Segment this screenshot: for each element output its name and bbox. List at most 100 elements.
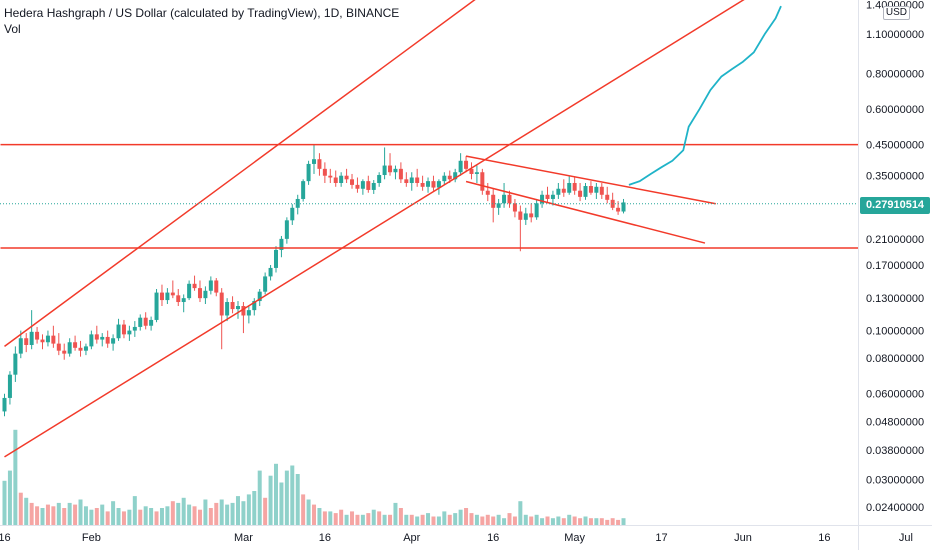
symbol-title: Hedera Hashgraph / US Dollar (calculated…: [4, 6, 400, 20]
candle-body: [583, 186, 588, 197]
candle-body: [567, 182, 572, 193]
volume-bar: [170, 501, 175, 525]
volume-bar: [284, 470, 289, 525]
candle: [105, 330, 110, 348]
candle-body: [274, 249, 278, 268]
volume-bar: [192, 506, 197, 525]
candle: [550, 190, 555, 206]
candle-body: [317, 159, 322, 169]
volume-bar: [442, 511, 447, 525]
candle: [13, 346, 18, 382]
candle-body: [512, 203, 517, 212]
candle-body: [578, 190, 583, 197]
candle: [94, 325, 99, 344]
volume-bar: [453, 513, 458, 525]
candle: [420, 175, 425, 191]
volume-bar: [366, 513, 371, 525]
candle: [268, 264, 273, 281]
projection-path: [628, 5, 782, 186]
candle: [415, 168, 420, 187]
candle: [197, 280, 202, 303]
volume-bar: [502, 518, 507, 525]
candle-body: [599, 186, 604, 195]
volume-bar: [404, 514, 409, 525]
volume-bar: [73, 504, 78, 525]
candle-body: [534, 203, 539, 218]
volume-bar: [610, 518, 615, 525]
volume-bar: [116, 508, 121, 525]
candle: [556, 182, 561, 199]
volume-bar: [290, 465, 295, 525]
candle-body: [453, 172, 458, 180]
volume-bar: [197, 509, 202, 525]
candle: [491, 188, 496, 223]
candle-body: [159, 292, 164, 301]
volume-bar: [485, 514, 490, 525]
candle: [45, 330, 50, 347]
candle-body: [540, 194, 545, 204]
volume-bar: [67, 502, 72, 525]
volume-bar: [360, 514, 365, 525]
volume-bar: [578, 518, 583, 525]
price-tick-label: 0.13000000: [866, 293, 924, 305]
candle-body: [469, 168, 474, 174]
candle: [154, 288, 159, 323]
candle: [594, 182, 599, 199]
candle: [7, 371, 12, 405]
time-tick-label: Feb: [82, 532, 101, 544]
candle-body: [502, 194, 507, 204]
price-tick-label: 0.21000000: [866, 234, 924, 246]
volume-bar: [89, 509, 94, 525]
candle: [567, 175, 572, 195]
candle: [442, 172, 447, 185]
candle: [225, 298, 230, 322]
candle: [192, 275, 197, 291]
candle-body: [24, 338, 29, 345]
time-tick-label: Jul: [899, 532, 913, 544]
volume-bar: [464, 508, 469, 525]
candle: [274, 246, 278, 273]
candle-body: [588, 186, 593, 193]
candle-body: [121, 324, 126, 335]
volume-bar: [496, 514, 501, 525]
candle: [149, 316, 154, 331]
candle: [138, 314, 143, 331]
currency-badge[interactable]: USD: [882, 6, 910, 20]
candle-body: [127, 330, 132, 335]
price-tick-label: 0.02400000: [866, 502, 924, 514]
candle: [621, 198, 626, 214]
candle-body: [181, 298, 186, 303]
candle-body: [398, 168, 403, 180]
candle-body: [138, 317, 143, 327]
candle-body: [360, 181, 365, 189]
time-tick-label: 16: [818, 532, 830, 544]
candle: [187, 280, 192, 301]
candle: [371, 180, 376, 194]
candle-body: [322, 168, 327, 176]
candle: [333, 170, 338, 187]
candle: [301, 179, 306, 202]
volume-bar: [127, 509, 132, 525]
volume-bar: [45, 504, 50, 525]
candle: [67, 338, 72, 357]
volume-bar: [105, 511, 110, 525]
candle: [127, 325, 132, 341]
volume-bar: [149, 508, 154, 525]
volume-bar: [540, 518, 545, 525]
volume-bar: [24, 497, 29, 525]
candle: [322, 162, 327, 183]
volume-bar: [13, 429, 18, 525]
candle-body: [464, 160, 469, 169]
price-tick-label: 0.35000000: [866, 171, 924, 183]
volume-bar: [181, 497, 186, 525]
volume-bar: [339, 509, 344, 525]
volume-bar: [40, 508, 45, 525]
candle: [40, 334, 45, 350]
volume-bar: [355, 514, 360, 525]
candle-body: [426, 181, 431, 187]
volume-bar: [480, 516, 485, 525]
candle: [512, 198, 517, 218]
candle-body: [100, 336, 105, 340]
volume-bar: [257, 470, 262, 525]
